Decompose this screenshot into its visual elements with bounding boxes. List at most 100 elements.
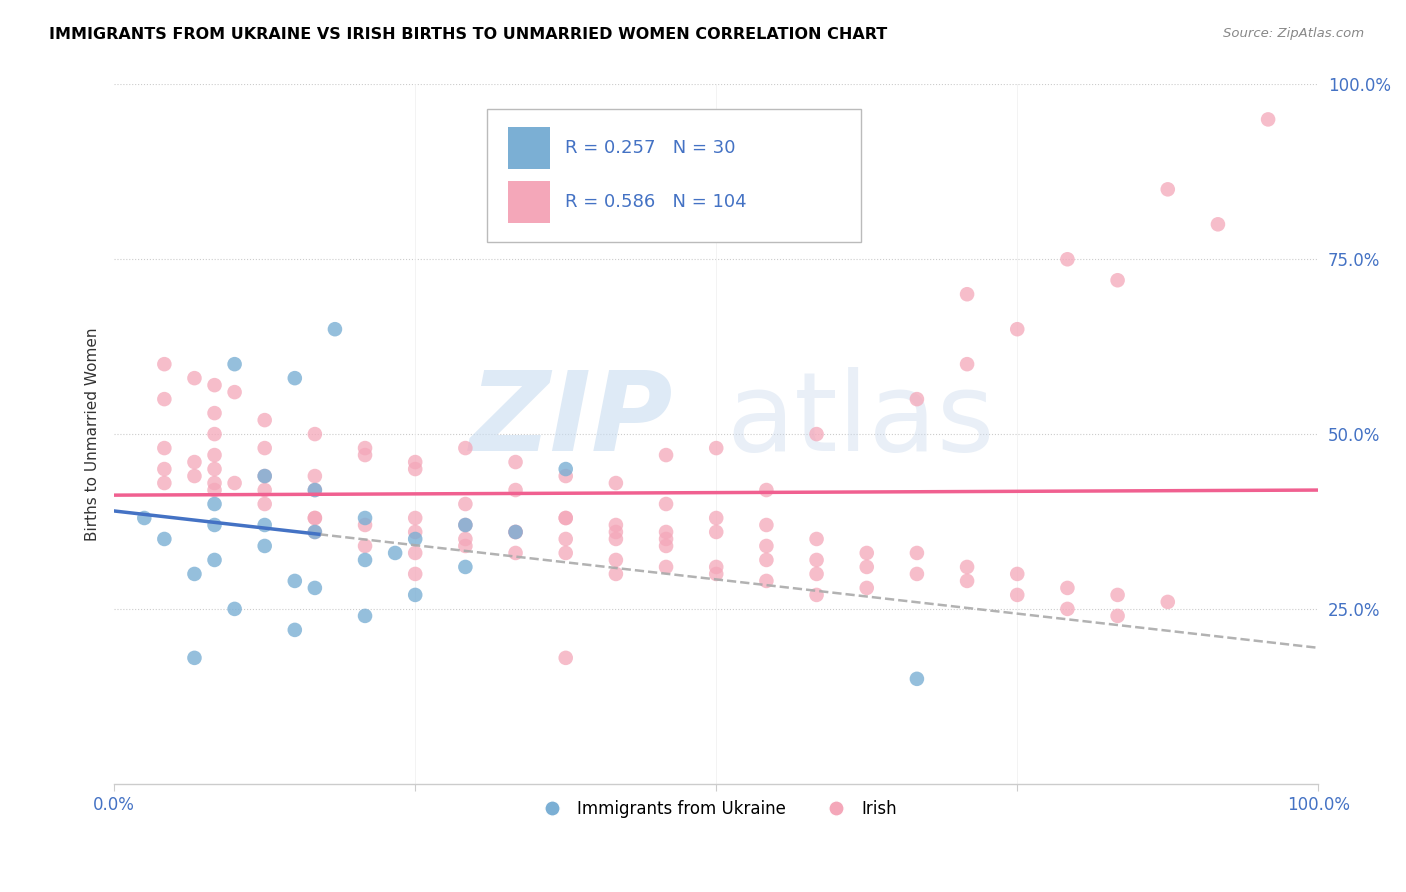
Point — [204, 476, 226, 491]
Point — [253, 483, 276, 497]
Point — [183, 455, 205, 469]
Point — [404, 524, 426, 539]
Point — [855, 581, 877, 595]
Point — [404, 532, 426, 546]
Point — [1007, 588, 1029, 602]
Point — [253, 469, 276, 483]
Text: R = 0.586   N = 104: R = 0.586 N = 104 — [565, 194, 747, 211]
Point — [183, 371, 205, 385]
Point — [284, 574, 307, 588]
Point — [304, 483, 326, 497]
Point — [605, 532, 627, 546]
Point — [224, 357, 246, 371]
Point — [1056, 252, 1078, 267]
Text: atlas: atlas — [727, 367, 995, 474]
Point — [605, 518, 627, 533]
Point — [755, 539, 778, 553]
Point — [354, 448, 377, 462]
Point — [404, 462, 426, 476]
Point — [454, 560, 477, 574]
Point — [905, 392, 928, 406]
Point — [204, 406, 226, 420]
Point — [454, 539, 477, 553]
Point — [1107, 608, 1129, 623]
Point — [354, 511, 377, 525]
Point — [304, 427, 326, 442]
Point — [655, 532, 678, 546]
Point — [404, 455, 426, 469]
Point — [704, 511, 727, 525]
Point — [153, 357, 176, 371]
Point — [956, 574, 979, 588]
Point — [1107, 588, 1129, 602]
Point — [304, 581, 326, 595]
Point — [304, 511, 326, 525]
Point — [1107, 273, 1129, 287]
Point — [404, 566, 426, 581]
Point — [304, 483, 326, 497]
Point — [554, 469, 576, 483]
Point — [204, 448, 226, 462]
Point — [153, 476, 176, 491]
Point — [354, 553, 377, 567]
Point — [855, 560, 877, 574]
Point — [204, 483, 226, 497]
Point — [1056, 581, 1078, 595]
Point — [134, 511, 156, 525]
Point — [454, 518, 477, 533]
Point — [905, 546, 928, 560]
Point — [704, 566, 727, 581]
Point — [655, 539, 678, 553]
Point — [183, 469, 205, 483]
FancyBboxPatch shape — [488, 109, 860, 242]
Point — [1056, 602, 1078, 616]
Point — [855, 546, 877, 560]
Point — [1007, 322, 1029, 336]
Legend: Immigrants from Ukraine, Irish: Immigrants from Ukraine, Irish — [529, 793, 904, 824]
Point — [354, 441, 377, 455]
Point — [806, 553, 828, 567]
Point — [1007, 566, 1029, 581]
Point — [554, 462, 576, 476]
Text: IMMIGRANTS FROM UKRAINE VS IRISH BIRTHS TO UNMARRIED WOMEN CORRELATION CHART: IMMIGRANTS FROM UKRAINE VS IRISH BIRTHS … — [49, 27, 887, 42]
Point — [204, 553, 226, 567]
Point — [655, 448, 678, 462]
Point — [224, 385, 246, 400]
Point — [655, 560, 678, 574]
Point — [905, 566, 928, 581]
Point — [655, 497, 678, 511]
Point — [806, 588, 828, 602]
Point — [505, 455, 527, 469]
Point — [605, 553, 627, 567]
Point — [404, 511, 426, 525]
Point — [354, 539, 377, 553]
Point — [505, 524, 527, 539]
Point — [755, 574, 778, 588]
Point — [505, 483, 527, 497]
Point — [755, 483, 778, 497]
Point — [1206, 217, 1229, 231]
Point — [404, 546, 426, 560]
Point — [554, 511, 576, 525]
Text: ZIP: ZIP — [470, 367, 673, 474]
Point — [253, 469, 276, 483]
Point — [354, 518, 377, 533]
Text: R = 0.257   N = 30: R = 0.257 N = 30 — [565, 139, 735, 157]
Point — [204, 497, 226, 511]
Point — [755, 553, 778, 567]
Point — [204, 462, 226, 476]
Point — [755, 518, 778, 533]
Point — [224, 476, 246, 491]
Point — [704, 560, 727, 574]
Point — [1257, 112, 1279, 127]
Point — [655, 524, 678, 539]
Point — [253, 497, 276, 511]
Point — [253, 413, 276, 427]
Point — [1157, 595, 1180, 609]
Point — [554, 651, 576, 665]
Point — [224, 602, 246, 616]
Point — [505, 524, 527, 539]
Point — [806, 427, 828, 442]
Point — [284, 371, 307, 385]
Point — [253, 518, 276, 533]
